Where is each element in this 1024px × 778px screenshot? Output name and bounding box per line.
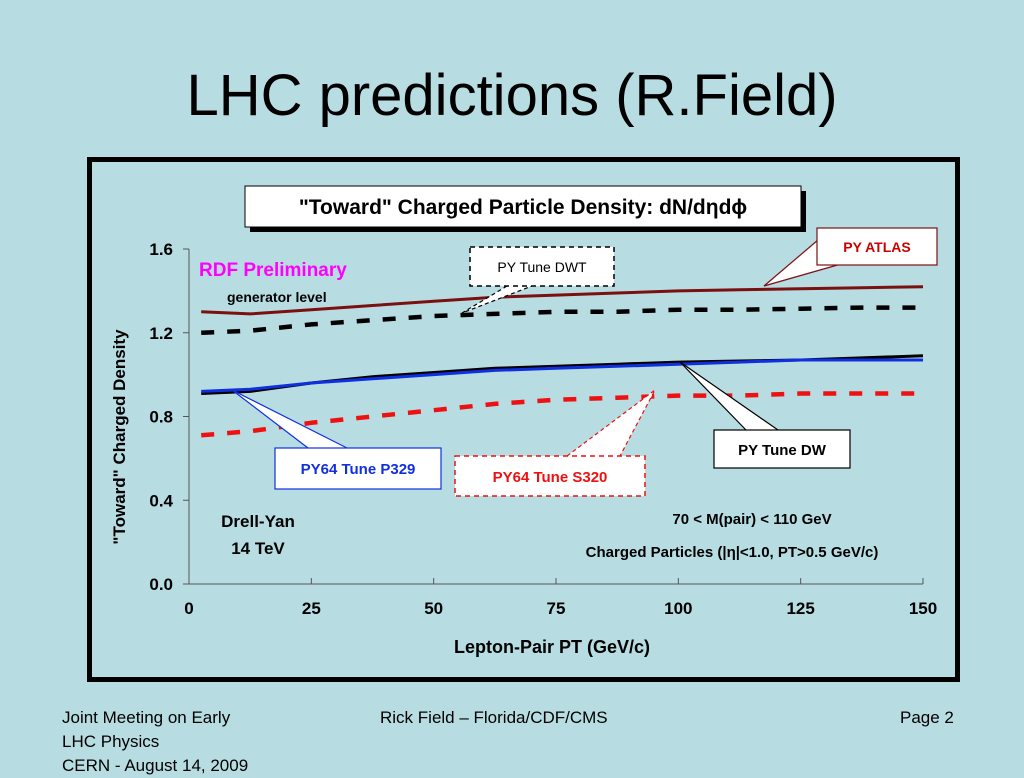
slide-title: LHC predictions (R.Field): [186, 63, 838, 128]
axes: 0 25 50 75 100 125 150 0.0 0.4 0.8 1.2 1.6: [149, 240, 937, 618]
callout-py64-s320: PY64 Tune S320: [454, 389, 656, 497]
footer-event-line3: CERN - August 14, 2009: [62, 756, 249, 775]
particles-cut-label: Charged Particles (|η|<1.0, PT>0.5 GeV/c…: [586, 544, 879, 561]
series-line-py-atlas: [201, 285, 924, 316]
callout-py-tune-dw: PY Tune DW: [679, 361, 851, 469]
callout-py64-p329-label: PY64 Tune P329: [301, 461, 416, 478]
callout-py-tune-dwt: PY Tune DWT: [461, 246, 615, 314]
y-axis-label: "Toward" Charged Density: [110, 329, 129, 545]
series-line-py64-tune-s320: [201, 391, 923, 438]
y-tick-label: 1.2: [149, 324, 173, 343]
x-tick-label: 100: [664, 599, 692, 618]
callout-py-tune-dw-label: PY Tune DW: [738, 442, 827, 459]
x-tick-label: 50: [424, 599, 443, 618]
y-tick-label: 0.4: [149, 491, 173, 510]
process-label-line1: Drell-Yan: [221, 512, 295, 531]
x-axis-label: Lepton-Pair PT (GeV/c): [454, 637, 650, 657]
callout-py-tune-dwt-label: PY Tune DWT: [497, 259, 587, 275]
rdf-preliminary-label: RDF Preliminary: [199, 260, 347, 281]
callout-py64-p329: PY64 Tune P329: [231, 389, 442, 490]
footer-page-number: Page 2: [900, 708, 954, 727]
chart-title: "Toward" Charged Particle Density: dN/dη…: [299, 196, 747, 219]
x-tick-label: 125: [786, 599, 814, 618]
y-tick-label: 1.6: [149, 240, 173, 259]
series-line-py-tune-dwt: [201, 305, 923, 336]
x-tick-label: 25: [302, 599, 321, 618]
series-line-py64-tune-p329: [201, 358, 923, 393]
y-tick-label: 0.8: [149, 408, 173, 427]
mass-cut-label: 70 < M(pair) < 110 GeV: [672, 511, 831, 528]
x-tick-label: 150: [909, 599, 937, 618]
callout-py-atlas-label: PY ATLAS: [843, 239, 910, 255]
chart-title-box: "Toward" Charged Particle Density: dN/dη…: [244, 185, 806, 232]
footer-author: Rick Field – Florida/CDF/CMS: [380, 708, 608, 727]
callout-py64-s320-label: PY64 Tune S320: [493, 469, 608, 486]
y-tick-label: 0.0: [149, 575, 173, 594]
series-lines: [201, 285, 924, 438]
chart-svg: "Toward" Charged Particle Density: dN/dη…: [110, 185, 938, 657]
process-label-line2: 14 TeV: [231, 539, 285, 558]
footer-event-line2: LHC Physics: [62, 732, 160, 751]
chart-frame: "Toward" Charged Particle Density: dN/dη…: [87, 157, 960, 682]
callout-py-atlas: PY ATLAS: [763, 227, 938, 287]
footer-event-line1: Joint Meeting on Early: [62, 708, 231, 727]
x-tick-label: 0: [184, 599, 193, 618]
footer-event: Joint Meeting on Early LHC Physics CERN …: [62, 706, 302, 778]
x-tick-label: 75: [547, 599, 566, 618]
generator-level-label: generator level: [227, 289, 327, 305]
